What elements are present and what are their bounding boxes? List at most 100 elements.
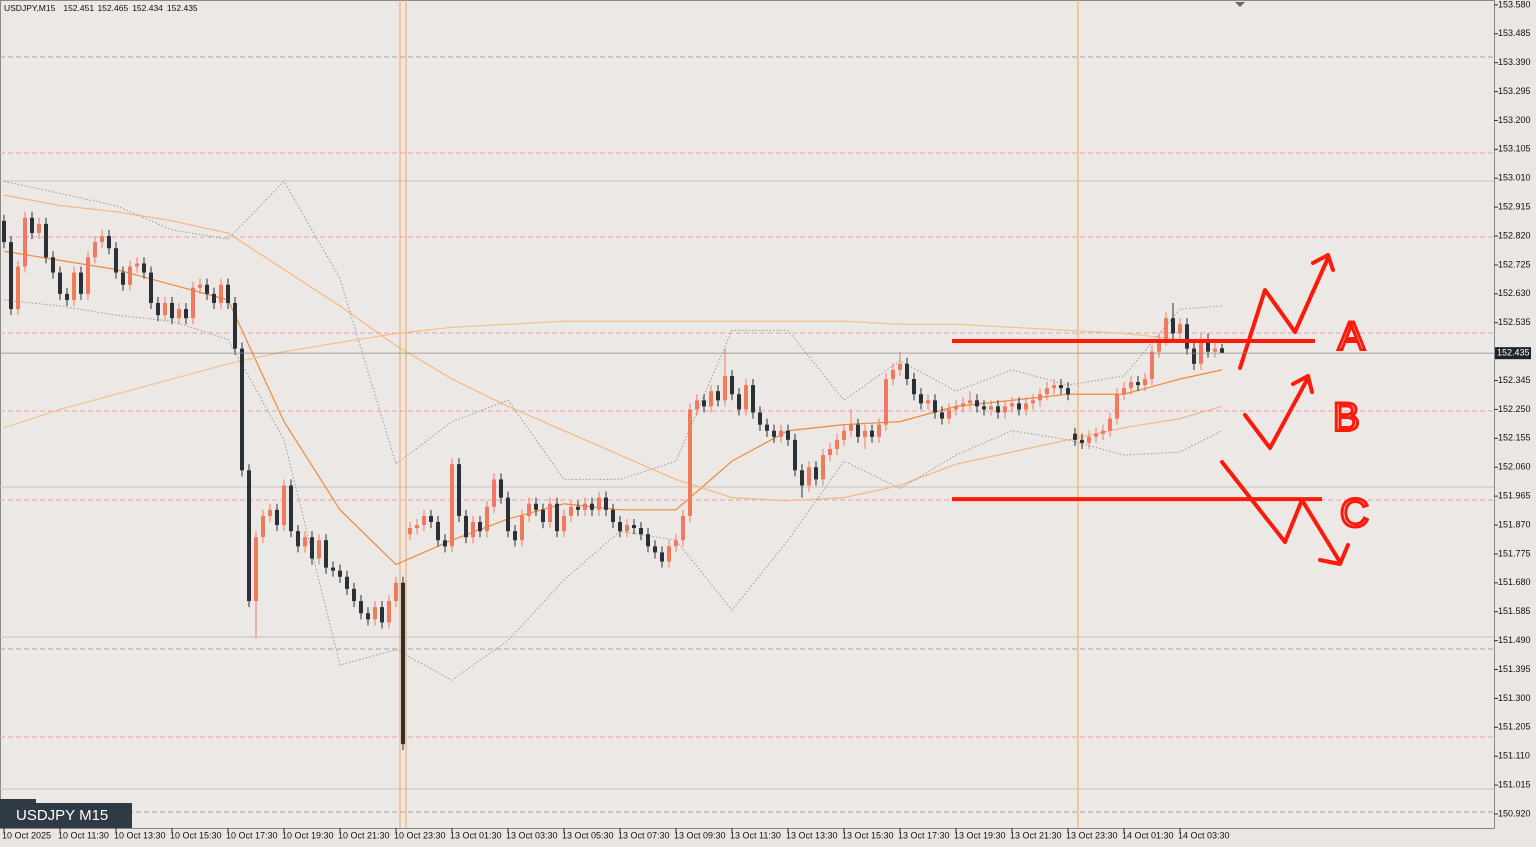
candle-body — [65, 293, 69, 300]
header-value: 152.451 — [63, 3, 94, 13]
candle-body — [478, 521, 482, 532]
candle-body — [338, 570, 342, 577]
candle-body — [576, 506, 580, 510]
candle-body — [1171, 318, 1175, 334]
y-tick-label: 153.200 — [1498, 115, 1531, 125]
plot-area — [0, 0, 1495, 829]
annotation: C — [1340, 492, 1369, 536]
candle-body — [541, 509, 545, 522]
candle-body — [1024, 403, 1028, 410]
candle-body — [975, 400, 979, 407]
candle-body — [499, 479, 503, 498]
y-tick-label: 151.965 — [1498, 491, 1531, 501]
candle-body — [611, 509, 615, 522]
candle-body — [1108, 418, 1112, 431]
candle-body — [590, 503, 594, 510]
candle-body — [1185, 324, 1189, 349]
candle-body — [849, 424, 853, 431]
candle-body — [1087, 436, 1091, 443]
candle-body — [961, 403, 965, 407]
candle-body — [933, 400, 937, 413]
x-tick-label: 13 Oct 15:30 — [842, 830, 894, 840]
candle-body — [30, 217, 34, 234]
y-tick-label: 151.870 — [1498, 519, 1531, 529]
candle-body — [1010, 403, 1014, 407]
y-tick-label: 151.775 — [1498, 548, 1531, 558]
candle-body — [716, 391, 720, 401]
y-tick-label: 151.300 — [1498, 693, 1531, 703]
x-tick-label: 10 Oct 19:30 — [282, 830, 334, 840]
candle-body — [79, 272, 83, 294]
candle-body — [814, 467, 818, 480]
y-tick-label: 151.585 — [1498, 606, 1531, 616]
candle-body — [184, 309, 188, 319]
candle-body — [177, 309, 181, 319]
y-tick-label: 152.345 — [1498, 375, 1531, 385]
y-tick-label: 153.295 — [1498, 86, 1531, 96]
candle-body — [688, 409, 692, 516]
candle-body — [114, 248, 118, 273]
scroll-marker — [1235, 2, 1245, 7]
candle-body — [597, 497, 601, 510]
annotation: B — [1333, 396, 1360, 440]
candle-body — [317, 540, 321, 559]
y-tick-label: 151.205 — [1498, 722, 1531, 732]
candle-body — [877, 424, 881, 437]
y-tick-label: 151.395 — [1498, 664, 1531, 674]
candle-body — [254, 537, 258, 602]
x-tick-label: 10 Oct 11:30 — [58, 830, 109, 840]
candle-body — [135, 263, 139, 267]
candle-body — [1178, 324, 1182, 334]
candle-body — [695, 400, 699, 410]
y-tick-label: 152.820 — [1498, 230, 1531, 240]
candle-body — [219, 284, 223, 303]
candle-body — [1045, 388, 1049, 395]
x-tick-label: 13 Oct 23:30 — [1066, 830, 1118, 840]
header: USDJPY,M15 152.451 152.465 152.434 152.435 — [4, 3, 198, 13]
watermark-strip — [0, 799, 36, 803]
candle-body — [534, 503, 538, 510]
candle-body — [37, 223, 41, 234]
candle-body — [23, 217, 27, 267]
x-tick-label: 14 Oct 01:30 — [1122, 830, 1174, 840]
candle-body — [709, 391, 713, 407]
candle-body — [1143, 379, 1147, 386]
candle-body — [1157, 339, 1161, 352]
candle-body — [492, 479, 496, 507]
y-tick-label: 152.630 — [1498, 288, 1531, 298]
candle-body — [275, 509, 279, 526]
candle-body — [205, 284, 209, 294]
candle-body — [212, 293, 216, 303]
candle-body — [345, 576, 349, 589]
candle-body — [1066, 388, 1070, 395]
candle-body — [408, 528, 412, 535]
candle-body — [443, 540, 447, 547]
candle-body — [786, 430, 790, 440]
candle-body — [352, 588, 356, 602]
candle-body — [170, 302, 174, 319]
candle-body — [891, 369, 895, 380]
candle-body — [44, 223, 48, 258]
candle-body — [723, 375, 727, 401]
y-tick-label: 152.535 — [1498, 317, 1531, 327]
candle-body — [1038, 394, 1042, 401]
candle-body — [548, 503, 552, 522]
candle-body — [646, 534, 650, 547]
candle-body — [926, 400, 930, 404]
candle-body — [310, 537, 314, 559]
y-tick-label: 152.060 — [1498, 462, 1531, 472]
y-tick-label: 152.725 — [1498, 259, 1531, 269]
x-tick-label: 10 Oct 15:30 — [170, 830, 222, 840]
candle-body — [583, 503, 587, 510]
candle-body — [464, 515, 468, 538]
candle-body — [387, 601, 391, 623]
candle-body — [457, 464, 461, 516]
candle-body — [1031, 400, 1035, 404]
candle-body — [681, 515, 685, 541]
candle-body — [16, 266, 20, 310]
candle-body — [947, 409, 951, 419]
annotation: A — [1338, 315, 1365, 359]
x-tick-label: 13 Oct 13:30 — [786, 830, 838, 840]
x-tick-label: 13 Oct 01:30 — [450, 830, 502, 840]
candle-body — [282, 485, 286, 526]
